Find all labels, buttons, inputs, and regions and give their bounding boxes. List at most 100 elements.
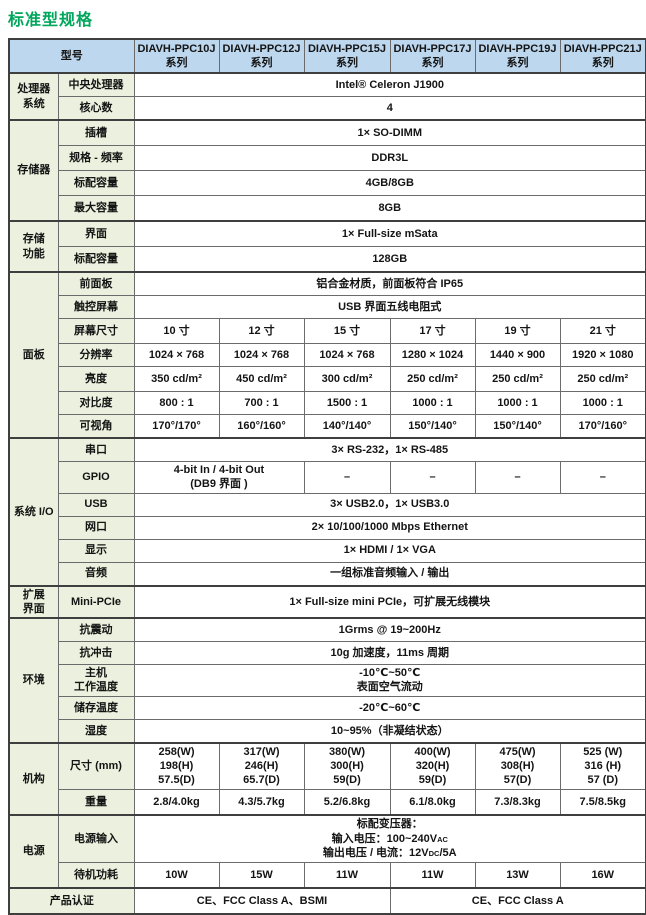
env-shock-label: 抗冲击: [57, 641, 135, 666]
power-input-line2: 输入电压：100~240VAC: [331, 832, 448, 845]
sysio-gpio-value: 4-bit In / 4-bit Out (DB9 界面 ): [133, 461, 305, 494]
power-input-value: 标配变压器： 输入电压：100~240VAC 输出电压 / 电流：12VDC/5…: [133, 813, 646, 864]
panel-size-value: 19 寸: [474, 318, 561, 344]
vac-subscript: AC: [437, 834, 448, 844]
mech-dim-value: 258(W) 198(H) 57.5(D): [133, 741, 220, 790]
mech-weight-value: 2.8/4.0kg: [133, 788, 220, 816]
panel-touch-value: USB 界面五线电阻式: [133, 295, 646, 319]
panel-contrast-value: 1500 : 1: [303, 391, 391, 415]
env-vibration-label: 抗震动: [57, 617, 135, 643]
panel-res-value: 1920 × 1080: [559, 343, 646, 367]
sysio-gpio-none: –: [389, 461, 476, 494]
sysio-gpio-none: –: [474, 461, 561, 494]
panel-bright-value: 250 cd/m²: [559, 366, 646, 392]
panel-touch-label: 触控屏幕: [57, 295, 135, 319]
panel-view-value: 150°/140°: [474, 414, 561, 439]
panel-front-label: 前面板: [57, 271, 135, 296]
memory-slot-value: 1× SO-DIMM: [133, 119, 646, 146]
panel-bright-value: 250 cd/m²: [389, 366, 476, 392]
panel-size-value: 17 寸: [389, 318, 476, 344]
vdc-subscript: DC: [428, 849, 440, 859]
env-humidity-value: 10~95%（非凝结状态）: [133, 718, 646, 744]
spec-table: 型号 DIAVH-PPC10J 系列 DIAVH-PPC12J 系列 DIAVH…: [8, 38, 646, 915]
cpu-row-label: 中央处理器: [57, 72, 135, 97]
panel-size-label: 屏幕尺寸: [57, 318, 135, 344]
env-optemp-value: -10℃~50℃ 表面空气流动: [133, 664, 646, 697]
mech-dim-label: 尺寸 (mm): [57, 741, 135, 790]
sysio-display-value: 1× HDMI / 1× VGA: [133, 538, 646, 563]
panel-view-value: 150°/140°: [389, 414, 476, 439]
mech-weight-label: 重量: [57, 788, 135, 816]
panel-bright-label: 亮度: [57, 366, 135, 392]
cores-row-label: 核心数: [57, 96, 135, 121]
group-expansion-label: 扩展 界面: [8, 584, 59, 619]
storage-cap-value: 128GB: [133, 246, 646, 273]
power-input-line1: 标配变压器：: [356, 817, 423, 830]
storage-iface-label: 界面: [57, 220, 135, 247]
sysio-audio-label: 音频: [57, 561, 135, 587]
sysio-gpio-label: GPIO: [57, 461, 135, 494]
mech-weight-value: 5.2/6.8kg: [303, 788, 391, 816]
panel-size-value: 12 寸: [218, 318, 305, 344]
col-header-ppc10j: DIAVH-PPC10J 系列: [133, 38, 220, 74]
memory-slot-label: 插槽: [57, 119, 135, 146]
panel-front-value: 铝合金材质，前面板符合 IP65: [133, 271, 646, 296]
group-storage-label: 存储 功能: [8, 220, 59, 273]
group-mechanical-label: 机构: [8, 741, 59, 816]
memory-max-label: 最大容量: [57, 195, 135, 222]
sysio-gpio-none: –: [559, 461, 646, 494]
sysio-lan-label: 网口: [57, 515, 135, 540]
sysio-display-label: 显示: [57, 538, 135, 563]
panel-res-value: 1024 × 768: [303, 343, 391, 367]
memory-spec-value: DDR3L: [133, 145, 646, 171]
sysio-serial-label: 串口: [57, 437, 135, 462]
col-header-ppc12j: DIAVH-PPC12J 系列: [218, 38, 305, 74]
group-memory-label: 存储器: [8, 119, 59, 222]
col-header-ppc21j: DIAVH-PPC21J 系列: [559, 38, 646, 74]
env-humidity-label: 湿度: [57, 718, 135, 744]
panel-contrast-value: 1000 : 1: [389, 391, 476, 415]
col-header-ppc15j: DIAVH-PPC15J 系列: [303, 38, 391, 74]
panel-contrast-value: 800 : 1: [133, 391, 220, 415]
col-header-ppc17j: DIAVH-PPC17J 系列: [389, 38, 476, 74]
memory-std-value: 4GB/8GB: [133, 170, 646, 196]
panel-view-value: 140°/140°: [303, 414, 391, 439]
sysio-lan-value: 2× 10/100/1000 Mbps Ethernet: [133, 515, 646, 540]
panel-view-value: 170°/160°: [559, 414, 646, 439]
env-vibration-value: 1Grms @ 19~200Hz: [133, 617, 646, 643]
group-power-label: 电源: [8, 813, 59, 889]
panel-res-value: 1024 × 768: [133, 343, 220, 367]
panel-bright-value: 450 cd/m²: [218, 366, 305, 392]
sysio-usb-value: 3× USB2.0，1× USB3.0: [133, 492, 646, 517]
group-processor-label: 处理器 系统: [8, 72, 59, 121]
col-header-ppc19j: DIAVH-PPC19J 系列: [474, 38, 561, 74]
group-panel-label: 面板: [8, 271, 59, 439]
panel-view-value: 160°/160°: [218, 414, 305, 439]
mech-weight-value: 7.3/8.3kg: [474, 788, 561, 816]
storage-cap-label: 标配容量: [57, 246, 135, 273]
panel-res-value: 1440 × 900: [474, 343, 561, 367]
group-sysio-label: 系统 I/O: [8, 437, 59, 587]
certification-label: 产品认证: [8, 887, 135, 915]
mech-weight-value: 4.3/5.7kg: [218, 788, 305, 816]
group-environment-label: 环境: [8, 617, 59, 744]
power-standby-value: 16W: [559, 862, 646, 889]
certification-value-right: CE、FCC Class A: [389, 887, 646, 915]
panel-bright-value: 300 cd/m²: [303, 366, 391, 392]
mech-dim-value: 475(W) 308(H) 57(D): [474, 741, 561, 790]
power-input-label: 电源输入: [57, 813, 135, 864]
certification-value-left: CE、FCC Class A、BSMI: [133, 887, 391, 915]
memory-spec-label: 规格 - 频率: [57, 145, 135, 171]
sysio-serial-value: 3× RS-232，1× RS-485: [133, 437, 646, 462]
sysio-usb-label: USB: [57, 492, 135, 517]
storage-iface-value: 1× Full-size mSata: [133, 220, 646, 247]
env-storetemp-label: 储存温度: [57, 695, 135, 720]
mech-dim-value: 380(W) 300(H) 59(D): [303, 741, 391, 790]
mech-dim-value: 525 (W) 316 (H) 57 (D): [559, 741, 646, 790]
cores-row-value: 4: [133, 96, 646, 121]
panel-view-label: 可视角: [57, 414, 135, 439]
power-standby-value: 11W: [389, 862, 476, 889]
memory-max-value: 8GB: [133, 195, 646, 222]
power-standby-value: 10W: [133, 862, 220, 889]
